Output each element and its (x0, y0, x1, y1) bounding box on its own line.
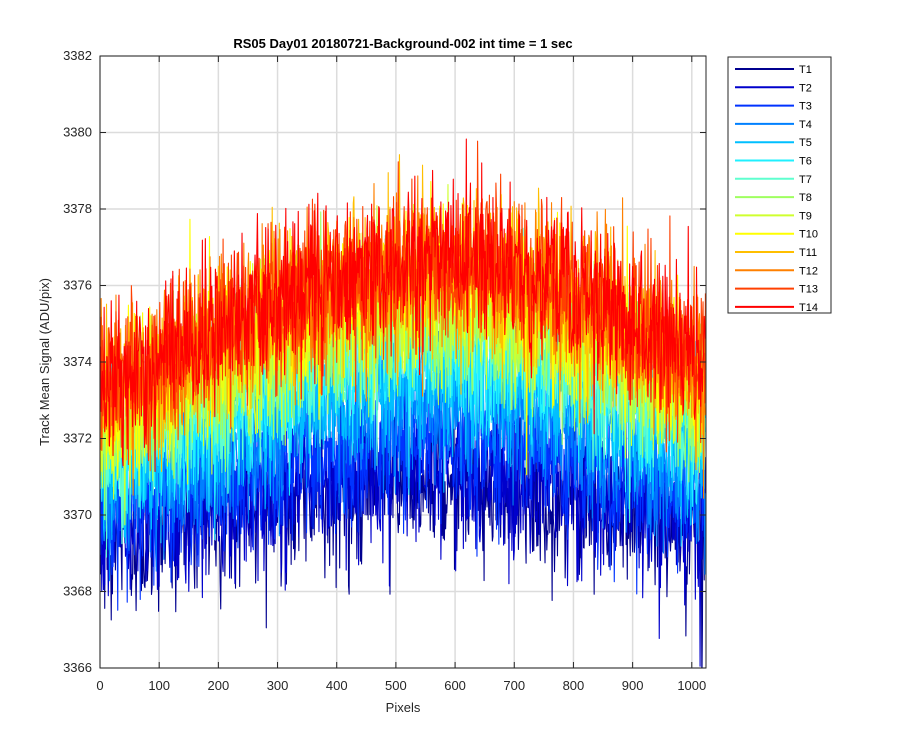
x-tick-label: 1000 (677, 678, 706, 693)
legend-label: T6 (799, 156, 812, 168)
y-tick-label: 3378 (63, 201, 92, 216)
series-line-t14 (100, 138, 706, 473)
y-tick-label: 3374 (63, 354, 92, 369)
y-tick-label: 3380 (63, 125, 92, 140)
legend-label: T5 (799, 137, 812, 149)
y-tick-label: 3372 (63, 431, 92, 446)
y-tick-label: 3376 (63, 278, 92, 293)
series-line-t4 (100, 314, 706, 582)
legend-label: T1 (799, 64, 812, 76)
series-layer (100, 138, 706, 668)
x-tick-label: 800 (563, 678, 585, 693)
x-axis-label: Pixels (386, 700, 421, 715)
axis-ticks: 0 100 200 300 400 500 600 700 800 900 1000 3366 3368… (63, 48, 706, 693)
legend-label: T14 (799, 302, 818, 314)
y-tick-label: 3382 (63, 48, 92, 63)
legend-label: T10 (799, 229, 818, 241)
legend-label: T2 (799, 82, 812, 94)
legend-label: T8 (799, 192, 812, 204)
legend: T1 T2 T3 T4 T5 T6 T7 T8 T9 T10 T11 T12 T13 T14 (727, 56, 832, 314)
legend-label: T9 (799, 210, 812, 222)
x-tick-label: 0 (96, 678, 103, 693)
legend-label: T3 (799, 101, 812, 113)
y-tick-label: 3368 (63, 584, 92, 599)
x-tick-label: 500 (385, 678, 407, 693)
y-tick-label: 3366 (63, 660, 92, 675)
x-tick-label: 600 (444, 678, 466, 693)
chart-title: RS05 Day01 20180721-Background-002 int t… (233, 36, 572, 51)
legend-label: T13 (799, 284, 818, 296)
x-tick-label: 900 (622, 678, 644, 693)
legend-label: T12 (799, 265, 818, 277)
x-tick-label: 400 (326, 678, 348, 693)
x-tick-label: 300 (267, 678, 289, 693)
x-tick-label: 200 (208, 678, 230, 693)
legend-label: T7 (799, 174, 812, 186)
y-axis-label: Track Mean Signal (ADU/pix) (37, 278, 52, 446)
legend-label: T4 (799, 119, 812, 131)
x-tick-label: 700 (503, 678, 525, 693)
x-tick-label: 100 (148, 678, 170, 693)
legend-label: T11 (799, 247, 817, 259)
y-tick-label: 3370 (63, 507, 92, 522)
